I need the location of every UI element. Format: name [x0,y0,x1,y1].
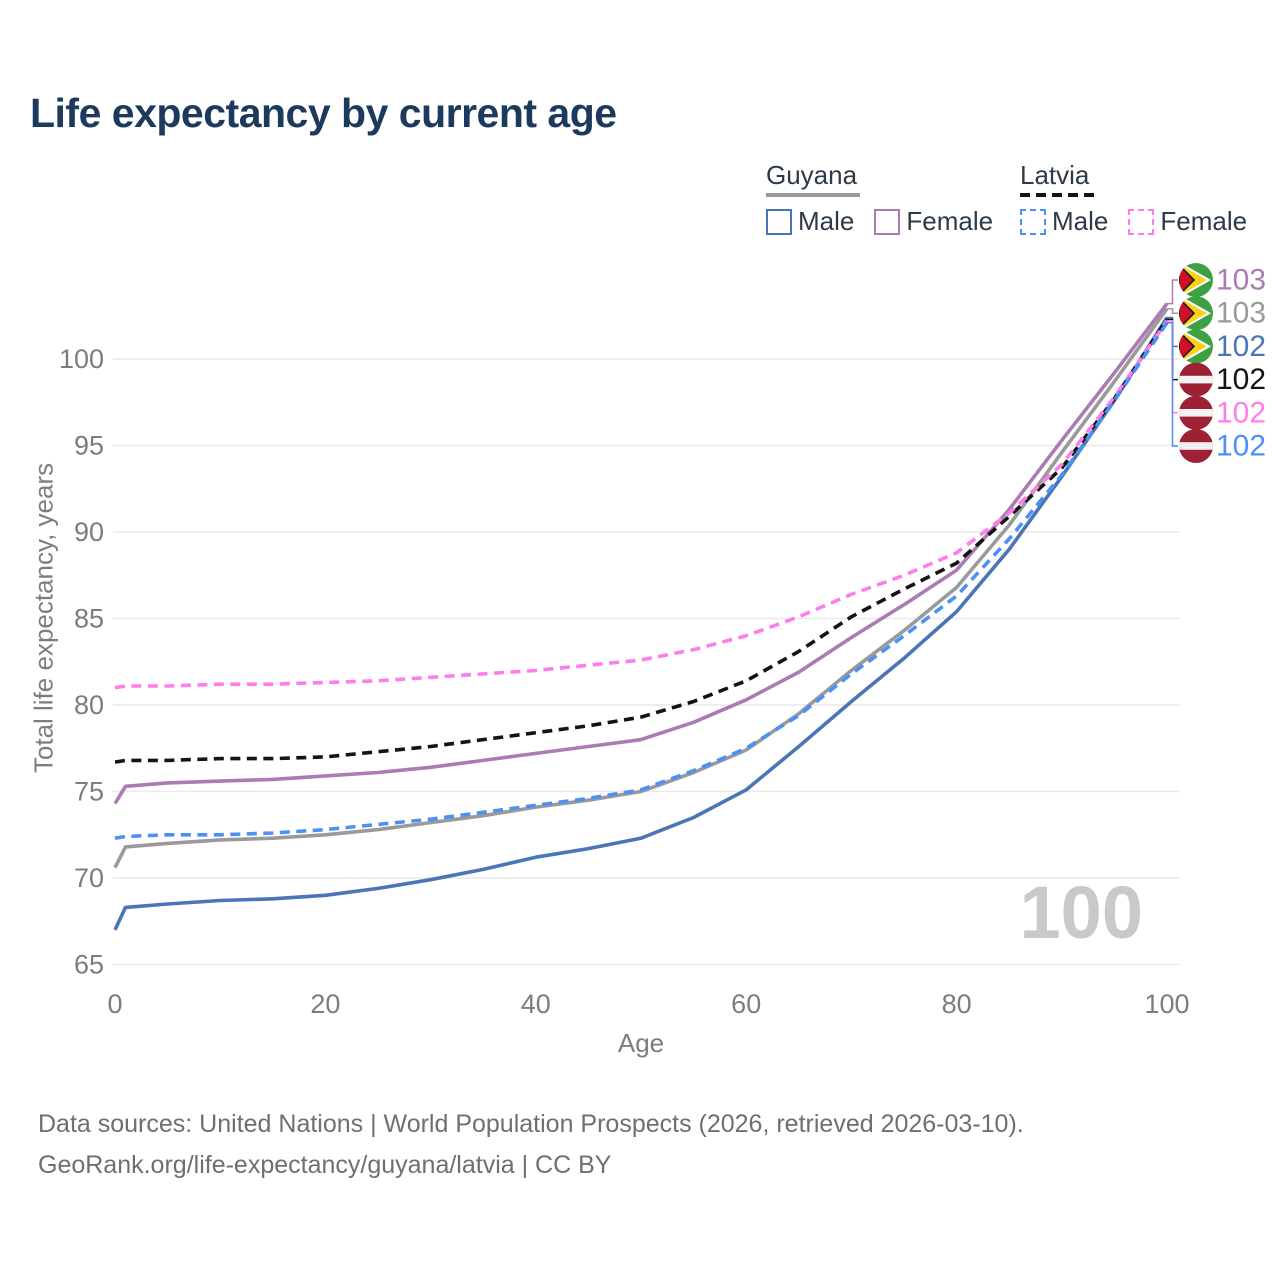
latvia-both-line-swatch [1020,193,1094,197]
legend-label: Male [798,206,855,236]
x-tick-label: 100 [1144,989,1189,1019]
legend-label: Female [1160,206,1248,236]
leader-line [1167,321,1178,447]
footer-sources: Data sources: United Nations | World Pop… [38,1110,1024,1138]
legend-item-guyana-female[interactable]: Female [874,206,993,237]
legend-label: Male [1052,206,1109,236]
y-tick-label: 65 [74,950,104,980]
legend-item-guyana-male[interactable]: Male [766,206,854,237]
series-line-guyana-female[interactable] [113,302,1169,805]
x-tick-label: 20 [310,989,340,1019]
y-tick-label: 85 [74,604,104,634]
y-tick-label: 95 [74,431,104,461]
leader-line [1167,308,1178,314]
latvia-flag-icon [1179,429,1213,463]
x-tick-label: 40 [521,989,551,1019]
legend-label: Female [906,206,994,236]
footer: Data sources: United Nations | World Pop… [38,1104,1024,1186]
end-value-label: 102 [1216,430,1266,463]
end-value-label: 102 [1216,363,1266,396]
series-line-guyana-male[interactable] [113,316,1169,931]
footer-attribution: GeoRank.org/life-expectancy/guyana/latvi… [38,1151,612,1179]
x-tick-label: 0 [107,989,122,1019]
guyana-flag-icon [1179,296,1213,331]
series-line-guyana-both[interactable] [113,307,1169,869]
legend-swatch-guyana-female [874,208,901,235]
legend-group-latvia: Latvia Male Female [1020,160,1247,237]
legend-item-latvia-male[interactable]: Male [1020,206,1108,237]
end-value-label: 102 [1216,330,1266,363]
legend-swatch-latvia-female [1128,208,1155,235]
legend-country-guyana: Guyana [766,160,858,190]
series-line-latvia-both[interactable] [114,318,1169,764]
leader-line [1167,279,1178,305]
y-tick-label: 70 [74,863,104,893]
guyana-flag-icon [1179,329,1213,364]
series-line-latvia-female[interactable] [114,319,1169,690]
end-value-label: 102 [1216,396,1266,429]
y-axis-title: Total life expectancy, years [28,462,59,774]
legend-country-latvia: Latvia [1020,160,1090,190]
y-tick-label: 75 [74,777,104,807]
end-value-label: 103 [1216,297,1266,330]
legend-item-latvia-female[interactable]: Female [1128,206,1247,237]
latvia-flag-icon [1179,395,1213,430]
latvia-flag-icon [1179,362,1213,397]
y-tick-label: 100 [59,344,104,374]
legend-swatch-guyana-male [766,208,792,235]
y-tick-label: 90 [74,517,104,547]
hover-age-watermark: 100 [1020,871,1143,954]
y-tick-label: 80 [74,690,104,720]
guyana-flag-icon [1179,263,1213,297]
x-tick-label: 60 [731,989,761,1019]
page-title: Life expectancy by current age [30,90,617,136]
legend: Guyana Male Female Latvia Male Female [0,0,1280,250]
x-axis-title: Age [617,1028,665,1058]
series-line-latvia-male[interactable] [114,321,1169,840]
x-tick-label: 80 [942,989,972,1019]
legend-swatch-latvia-male [1020,208,1046,235]
end-value-label: 103 [1216,264,1266,297]
guyana-both-line-swatch [766,193,860,197]
legend-group-guyana: Guyana Male Female [766,160,993,237]
